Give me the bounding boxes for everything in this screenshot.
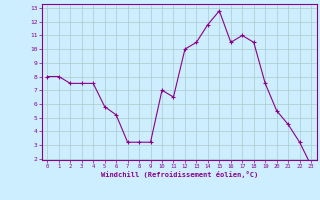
X-axis label: Windchill (Refroidissement éolien,°C): Windchill (Refroidissement éolien,°C) [100,171,258,178]
